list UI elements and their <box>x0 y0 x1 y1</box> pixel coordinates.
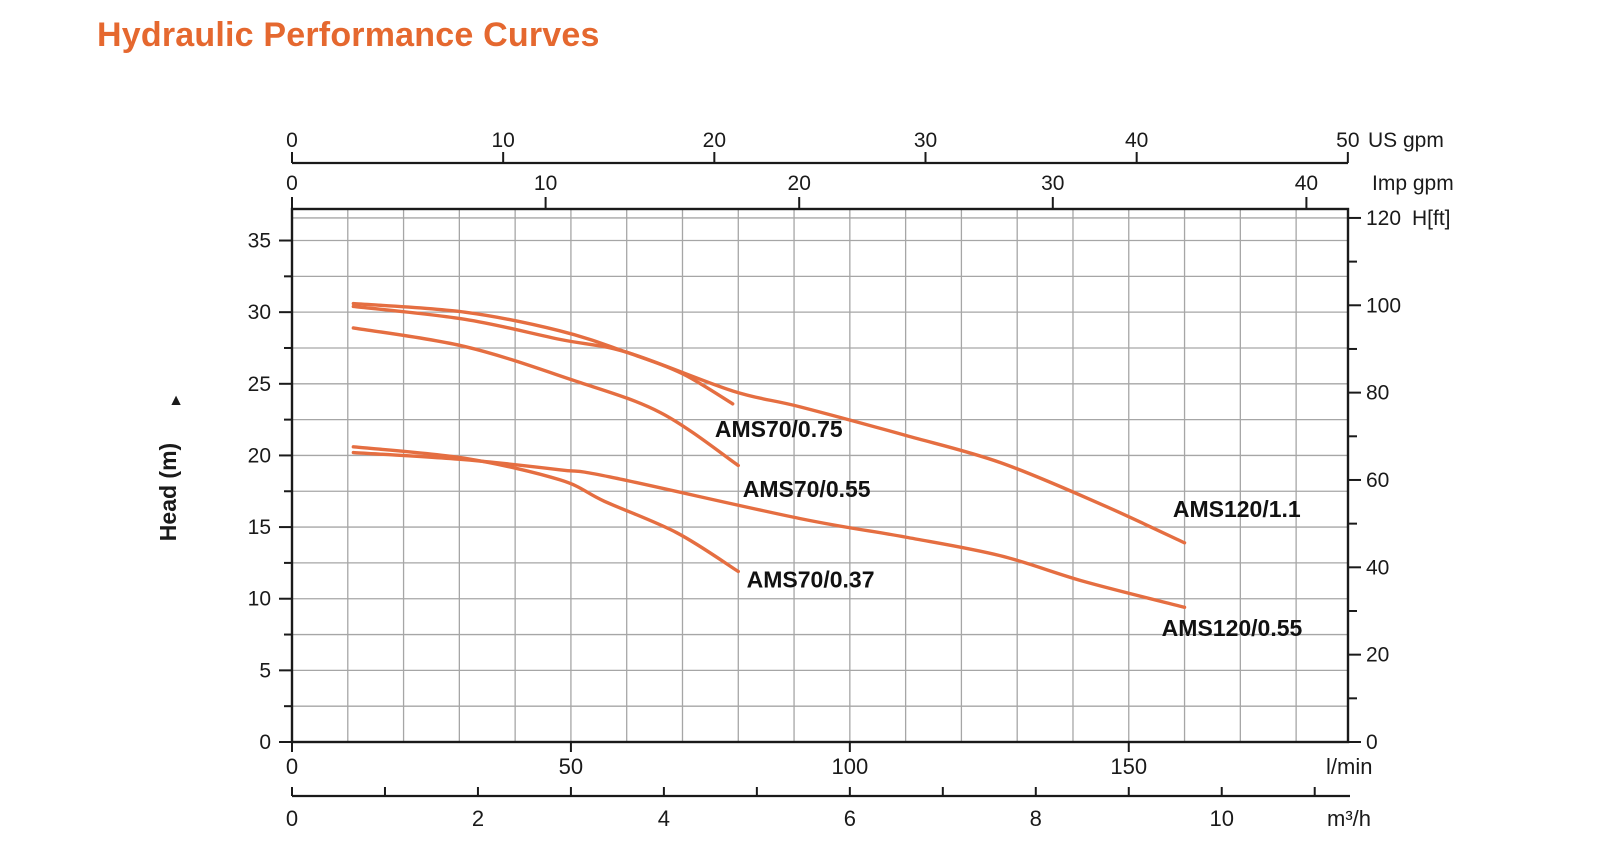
head-m-tick-label: 15 <box>248 516 271 539</box>
chart-title: Hydraulic Performance Curves <box>97 16 600 54</box>
us-gpm-tick-label: 50 <box>1336 129 1359 152</box>
head-m-tick-label: 0 <box>259 731 271 754</box>
imp-gpm-tick-label: 40 <box>1295 172 1318 195</box>
head-ft-tick-label: 80 <box>1366 382 1389 405</box>
head-m-tick-label: 35 <box>248 230 271 253</box>
head-ft-tick-label: 120 <box>1366 207 1401 230</box>
us-gpm-tick-label: 20 <box>703 129 726 152</box>
head-m-tick-label: 25 <box>248 373 271 396</box>
curve-label-AMS70/0.37: AMS70/0.37 <box>747 566 875 592</box>
us-gpm-tick-label: 0 <box>286 129 298 152</box>
imp-gpm-tick-label: 20 <box>788 172 811 195</box>
curve-label-AMS120/0.55: AMS120/0.55 <box>1162 615 1303 641</box>
curve-label-AMS120/1.1: AMS120/1.1 <box>1173 496 1301 522</box>
m3h-tick-label: 10 <box>1209 806 1233 831</box>
m3h-unit-label: m³/h <box>1327 806 1371 831</box>
imp-gpm-tick-label: 10 <box>534 172 557 195</box>
us-gpm-tick-label: 10 <box>491 129 514 152</box>
us-gpm-unit-label: US gpm <box>1368 129 1444 152</box>
curve-AMS70/0.55 <box>351 326 740 468</box>
head-ft-tick-label: 0 <box>1366 731 1378 754</box>
plot-border <box>290 207 1350 744</box>
curve-AMS120/1.1 <box>351 304 1187 545</box>
imp-gpm-unit-label: Imp gpm <box>1372 172 1454 195</box>
imp-gpm-tick-label: 30 <box>1041 172 1064 195</box>
curve-label-AMS70/0.55: AMS70/0.55 <box>743 476 871 502</box>
head-ft-unit-label: H[ft] <box>1412 207 1451 230</box>
head-m-tick-label: 30 <box>248 301 271 324</box>
head-ft-tick-label: 60 <box>1366 469 1389 492</box>
m3h-tick-label: 8 <box>1030 806 1042 831</box>
m3h-tick-label: 2 <box>472 806 484 831</box>
lmin-tick-label: 50 <box>559 754 583 779</box>
head-m-tick-label: 5 <box>259 659 271 682</box>
curve-AMS70/0.75 <box>351 301 735 406</box>
curve-AMS70/0.37 <box>351 445 740 574</box>
head-ft-tick-label: 20 <box>1366 644 1389 667</box>
m3h-tick-label: 4 <box>658 806 670 831</box>
lmin-tick-label: 100 <box>831 754 868 779</box>
m3h-tick-label: 0 <box>286 806 298 831</box>
m3h-tick-label: 6 <box>844 806 856 831</box>
lmin-unit-label: l/min <box>1326 754 1372 779</box>
head-m-tick-label: 10 <box>248 588 271 611</box>
us-gpm-tick-label: 40 <box>1125 129 1148 152</box>
head-m-tick-label: 20 <box>248 444 271 467</box>
curve-AMS120/0.55 <box>351 450 1187 610</box>
head-axis-label: Head (m) <box>155 443 181 541</box>
head-ft-tick-label: 40 <box>1366 556 1389 579</box>
lmin-tick-label: 150 <box>1110 754 1147 779</box>
head-axis-arrow-icon: ▲ <box>168 392 184 409</box>
lmin-tick-label: 0 <box>286 754 298 779</box>
imp-gpm-tick-label: 0 <box>286 172 298 195</box>
head-ft-tick-label: 100 <box>1366 294 1401 317</box>
curve-label-AMS70/0.75: AMS70/0.75 <box>715 416 843 442</box>
us-gpm-tick-label: 30 <box>914 129 937 152</box>
